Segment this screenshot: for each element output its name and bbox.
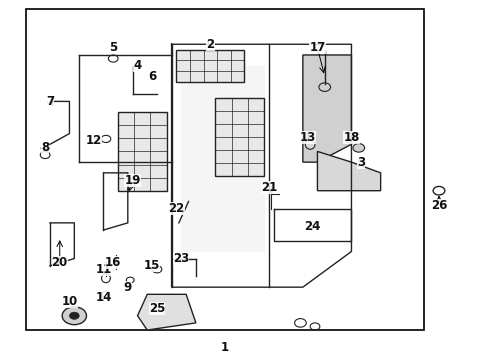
- Bar: [26, 9, 424, 330]
- Text: 6: 6: [148, 70, 156, 83]
- Polygon shape: [181, 66, 264, 251]
- Text: 14: 14: [95, 291, 111, 305]
- Text: 21: 21: [260, 181, 276, 194]
- Text: 16: 16: [105, 256, 121, 269]
- Text: 7: 7: [46, 95, 54, 108]
- Text: 18: 18: [343, 131, 359, 144]
- Text: 1: 1: [221, 341, 229, 354]
- Text: 5: 5: [109, 41, 117, 54]
- Text: 9: 9: [123, 281, 132, 294]
- Bar: [118, 112, 166, 191]
- Text: 10: 10: [61, 295, 78, 308]
- Text: 13: 13: [299, 131, 315, 144]
- Text: 11: 11: [95, 263, 111, 276]
- Bar: [215, 98, 264, 176]
- Text: 22: 22: [168, 202, 184, 215]
- Text: 12: 12: [85, 134, 102, 147]
- Text: 20: 20: [52, 256, 68, 269]
- Circle shape: [62, 307, 86, 325]
- Text: 19: 19: [124, 174, 141, 186]
- Text: 25: 25: [148, 302, 165, 315]
- Polygon shape: [302, 55, 351, 162]
- Circle shape: [69, 312, 79, 319]
- Text: 15: 15: [143, 259, 160, 272]
- Polygon shape: [317, 152, 380, 191]
- Polygon shape: [137, 294, 196, 330]
- Circle shape: [352, 144, 364, 152]
- Text: 17: 17: [309, 41, 325, 54]
- Ellipse shape: [305, 139, 314, 149]
- Text: 8: 8: [41, 141, 49, 154]
- Circle shape: [318, 83, 330, 91]
- Text: 4: 4: [133, 59, 142, 72]
- Bar: [176, 50, 244, 82]
- Text: 26: 26: [430, 198, 446, 212]
- Text: 23: 23: [173, 252, 189, 265]
- Text: 3: 3: [356, 156, 365, 168]
- Text: 2: 2: [206, 38, 214, 51]
- Text: 24: 24: [304, 220, 320, 233]
